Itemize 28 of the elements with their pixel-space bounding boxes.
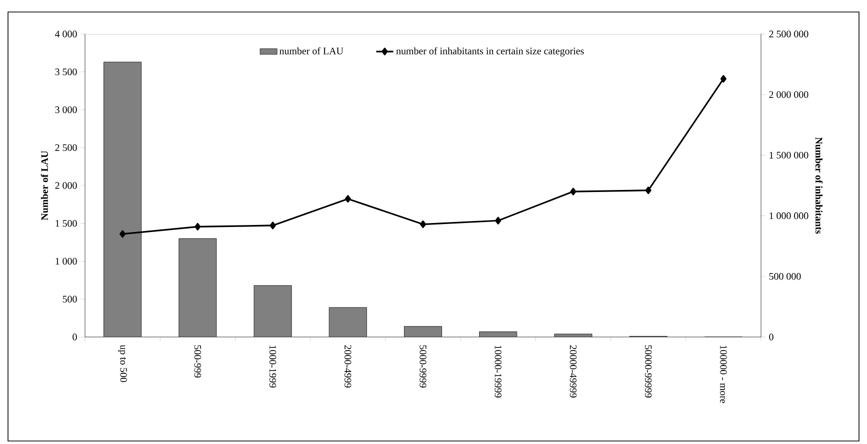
x-tick-label: 5000-9999 — [420, 345, 426, 388]
y2-tick-label: 0 — [769, 334, 774, 340]
legend-label: number of LAU — [280, 47, 344, 54]
y-tick-label: 1 500 — [56, 220, 77, 227]
x-tick-label: up to 500 — [118, 344, 127, 382]
y2-tick-label: 2 000 000 — [769, 91, 808, 98]
y-tick-label: 500 — [62, 296, 77, 302]
legend-label: number of inhabitants in certain size categories — [396, 47, 584, 56]
x-tick-label: 100000 - more — [720, 346, 727, 404]
y2-axis-title: Number of inhabitants — [815, 137, 823, 234]
y2-tick-label: 2 500 000 — [769, 30, 808, 38]
y-tick-label: 2 500 — [55, 144, 77, 151]
y-tick-label: 3 500 — [55, 68, 77, 76]
x-tick-label: 50000-99999 — [644, 345, 652, 398]
y-axis-title: Number of LAU — [40, 150, 48, 220]
x-tick-label: 20000-49999 — [570, 345, 577, 398]
x-tick-label: 1000-1999 — [269, 346, 276, 388]
x-tick-label: 10000-19999 — [494, 346, 502, 398]
y2-tick-label: 500 000 — [769, 273, 801, 280]
y2-tick-label: 1 000 000 — [770, 212, 808, 220]
x-tick-label: 2000-4999 — [344, 345, 352, 388]
y2-tick-label: 1 500 000 — [770, 152, 808, 159]
y-tick-label: 2 000 — [55, 182, 77, 189]
y-tick-label: 0 — [72, 334, 77, 340]
y-tick-label: 3 000 — [55, 106, 77, 114]
y-tick-label: 1 000 — [56, 258, 77, 265]
x-tick-label: 500-999 — [194, 345, 202, 378]
y-tick-label: 4 000 — [55, 30, 77, 38]
